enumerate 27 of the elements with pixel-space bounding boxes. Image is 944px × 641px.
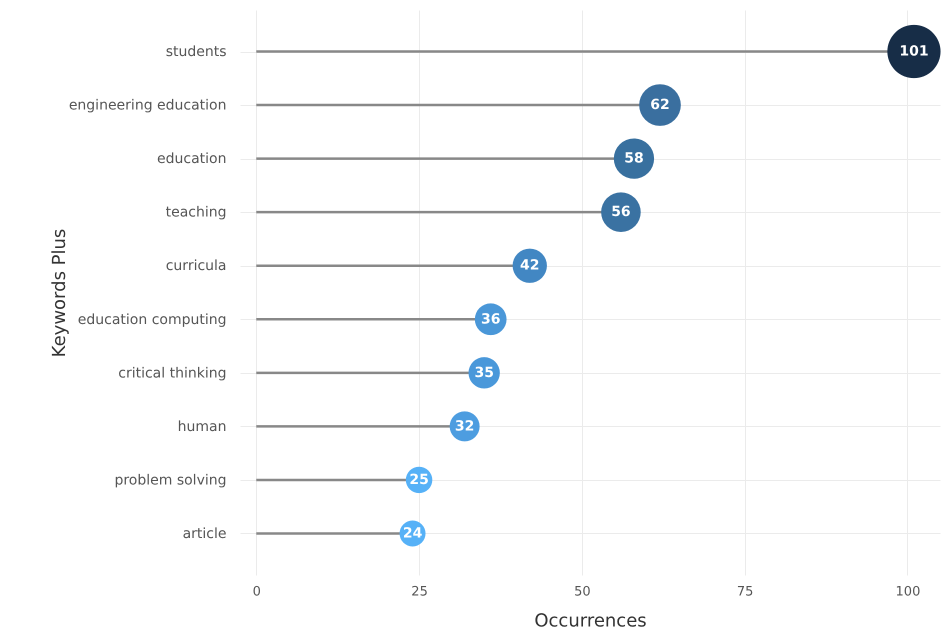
data-label: 24 xyxy=(402,525,423,542)
data-label: 56 xyxy=(611,204,631,220)
data-label: 42 xyxy=(520,258,540,274)
y-tick-label: human xyxy=(178,418,226,435)
y-tick-label: education xyxy=(157,151,226,168)
data-label: 101 xyxy=(899,44,929,60)
x-axis-title: Occurrences xyxy=(534,610,647,632)
x-tick-label: 75 xyxy=(736,584,754,600)
x-tick-label: 100 xyxy=(896,584,920,600)
y-tick-label: problem solving xyxy=(114,472,226,488)
data-label: 62 xyxy=(650,97,670,114)
x-tick-label: 0 xyxy=(252,584,261,600)
data-label: 25 xyxy=(409,472,429,488)
y-tick-label: critical thinking xyxy=(118,365,226,382)
y-tick-label: article xyxy=(182,526,226,542)
y-tick-label: students xyxy=(166,44,226,60)
data-label: 35 xyxy=(474,364,494,381)
data-label: 58 xyxy=(624,150,644,167)
x-tick-label: 50 xyxy=(574,584,591,600)
x-tick-label: 25 xyxy=(411,584,428,600)
y-tick-label: engineering education xyxy=(68,98,226,114)
y-tick-label: teaching xyxy=(166,204,226,221)
y-axis-title: Keywords Plus xyxy=(48,228,70,358)
data-label: 32 xyxy=(454,418,474,434)
data-label: 36 xyxy=(480,311,500,328)
y-tick-label: curricula xyxy=(166,258,226,274)
y-tick-label: education computing xyxy=(78,312,226,328)
